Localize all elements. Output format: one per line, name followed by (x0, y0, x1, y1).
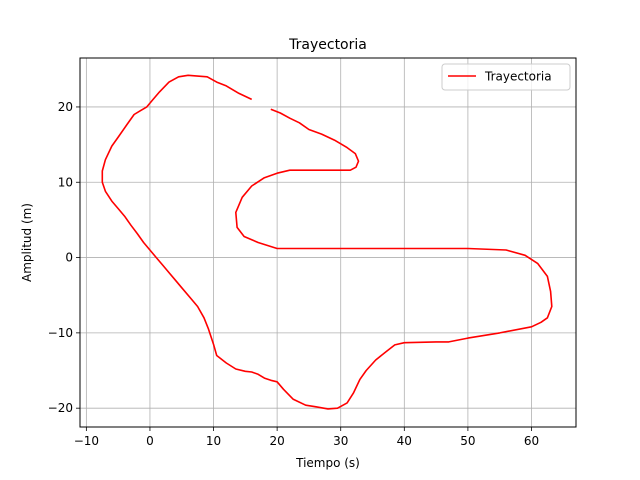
legend-label-trayectoria: Trayectoria (484, 70, 552, 84)
y-tick-label: −10 (48, 326, 73, 340)
legend-box (441, 63, 571, 91)
plot-frame (79, 57, 577, 428)
x-tick-label: 60 (524, 434, 539, 448)
x-tick-label: 20 (269, 434, 284, 448)
y-tick-label: 10 (58, 175, 73, 189)
axis-ticks: −10 0 10 20 30 40 50 60 −20 −10 0 10 20 (48, 100, 539, 448)
x-tick-label: 10 (206, 434, 221, 448)
series-layer (101, 74, 553, 410)
x-tick-label: 0 (146, 434, 154, 448)
chart-title: Trayectoria (288, 37, 367, 53)
y-axis-label: Amplitud (m) (20, 203, 34, 282)
y-tick-label: −20 (48, 401, 73, 415)
x-tick-label: 40 (397, 434, 412, 448)
grid-lines (80, 58, 576, 427)
plot-area (80, 58, 576, 427)
x-tick-label: −10 (74, 434, 99, 448)
series-line-trayectoria (101, 74, 553, 410)
legend: Trayectoria (441, 63, 571, 91)
x-tick-label: 30 (333, 434, 348, 448)
x-axis-label: Tiempo (s) (295, 456, 360, 470)
x-tick-label: 50 (460, 434, 475, 448)
y-tick-label: 20 (58, 100, 73, 114)
y-tick-label: 0 (65, 251, 73, 265)
